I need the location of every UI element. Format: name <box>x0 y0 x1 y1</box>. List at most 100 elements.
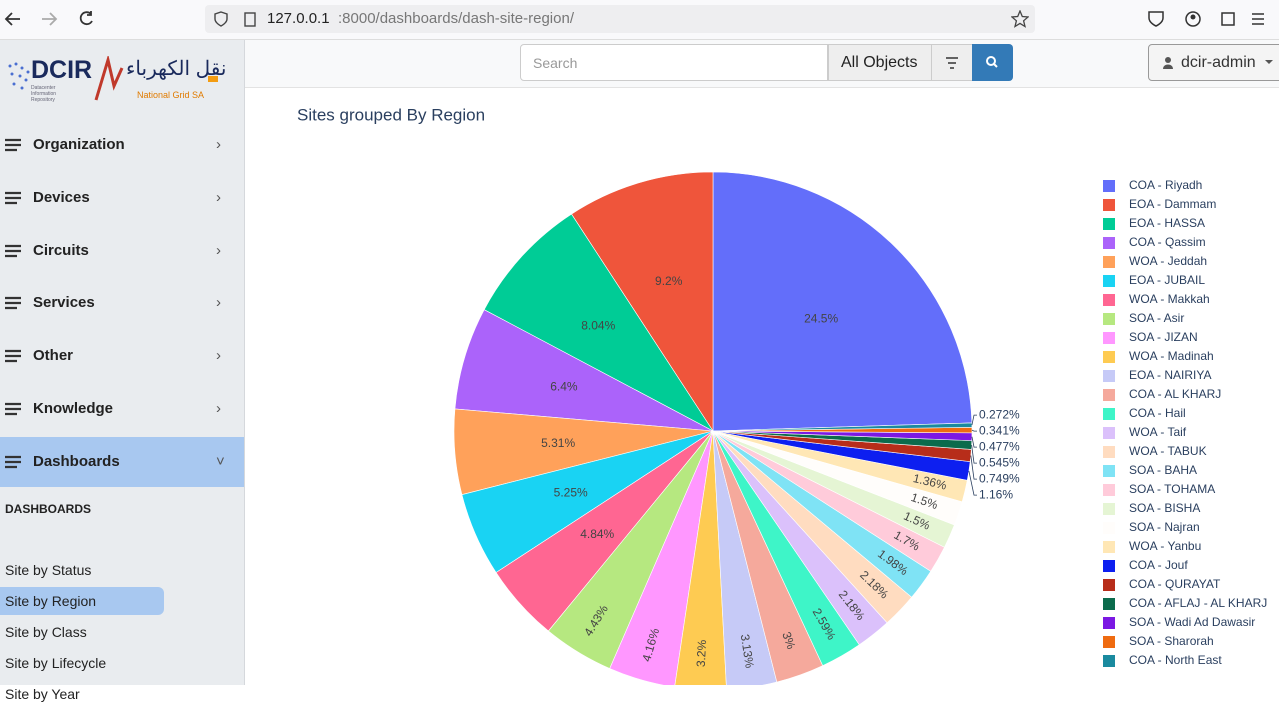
reload-button[interactable] <box>79 11 93 26</box>
nav-item[interactable]: Knowledge › <box>0 384 244 434</box>
legend-swatch <box>1103 503 1115 515</box>
legend-swatch <box>1103 655 1115 667</box>
flag <box>208 76 218 82</box>
dashboard-link[interactable]: Site by Lifecycle <box>5 655 107 671</box>
legend-label: SOA - BAHA <box>1129 463 1197 477</box>
slice-label: 4.84% <box>580 527 614 541</box>
nav-item[interactable]: Services › <box>0 278 244 328</box>
slice-label: 0.341% <box>979 423 1020 437</box>
browser-toolbar: 127.0.0.1:8000/dashboards/dash-site-regi… <box>0 0 1279 40</box>
section-heading: DASHBOARDS <box>5 502 92 516</box>
label-leader <box>971 429 977 432</box>
label-leader <box>968 470 977 496</box>
url-icons <box>214 11 256 27</box>
nav-label: Organization <box>33 136 125 153</box>
legend-label: WOA - TABUK <box>1129 444 1207 458</box>
nav-item[interactable]: Dashboards ˅ <box>0 436 244 487</box>
legend-swatch <box>1103 636 1115 648</box>
nav-buttons <box>4 11 93 26</box>
search-input[interactable]: Search <box>520 44 828 81</box>
legend-label: EOA - NAIRIYA <box>1129 368 1211 382</box>
legend-label: SOA - Najran <box>1129 520 1200 534</box>
nav-icon <box>5 350 21 363</box>
nav-item[interactable]: Other › <box>0 331 244 381</box>
logo-text: DCIR <box>31 56 93 84</box>
nav-label: Other <box>33 347 74 365</box>
legend-swatch <box>1103 598 1115 610</box>
label-leader <box>971 414 977 426</box>
legend-label: WOA - Madinah <box>1129 349 1214 363</box>
nav-icon <box>5 191 21 204</box>
legend-label: EOA - Dammam <box>1129 197 1216 211</box>
brand-mark <box>94 56 124 101</box>
slice-label: 6.4% <box>550 379 578 393</box>
legend-label: SOA - JIZAN <box>1129 330 1198 344</box>
url-path: :8000/dashboards/dash-site-region/ <box>338 10 574 27</box>
dashboard-link[interactable]: Site by Class <box>5 624 87 640</box>
nav-item[interactable]: Organization › <box>0 120 244 170</box>
slice-label: 5.25% <box>554 486 588 500</box>
forward-button[interactable] <box>42 12 58 26</box>
legend-swatch <box>1103 446 1115 458</box>
user-name: dcir-admin <box>1181 54 1256 71</box>
label-leader <box>971 436 977 448</box>
nav-chevron: › <box>216 347 221 365</box>
nav-item[interactable]: Circuits › <box>0 226 244 276</box>
nav-item[interactable]: Devices › <box>0 173 244 223</box>
nav-icon <box>5 402 21 416</box>
search-button[interactable] <box>972 44 1013 81</box>
legend-swatch <box>1103 370 1115 382</box>
nav-label: Knowledge <box>33 400 114 417</box>
legend-label: EOA - HASSA <box>1129 216 1205 230</box>
nav-label: Circuits <box>33 241 89 259</box>
slice-label: 3% <box>779 630 798 651</box>
nav-chevron: › <box>216 400 221 417</box>
legend-label: COA - AFLAJ - AL KHARJ <box>1129 596 1267 610</box>
url-bar[interactable]: 127.0.0.1:8000/dashboards/dash-site-regi… <box>205 5 1035 33</box>
legend-label: COA - Qassim <box>1129 235 1206 249</box>
pie-slice <box>571 171 714 433</box>
dashboard-link[interactable]: Site by Year <box>5 686 80 702</box>
scope-select[interactable]: All Objects <box>828 44 932 81</box>
slice-label: 0.272% <box>979 407 1020 421</box>
legend-swatch <box>1103 389 1115 401</box>
legend-swatch <box>1103 199 1115 211</box>
nav-chevron: › <box>216 241 221 259</box>
chart-title: Sites grouped By Region <box>297 105 485 124</box>
nav-chevron: › <box>216 188 221 206</box>
legend-label: COA - Riyadh <box>1129 178 1202 192</box>
browser-tools <box>1148 11 1264 27</box>
nav-chevron: › <box>216 136 221 153</box>
dashboard-link[interactable]: Site by Region <box>0 587 164 615</box>
slice-label: 3.2% <box>694 639 709 667</box>
legend-label: EOA - JUBAIL <box>1129 273 1205 287</box>
legend-swatch <box>1103 427 1115 439</box>
legend-swatch <box>1103 218 1115 230</box>
header: Search All Objects dcir-admin <box>245 40 1279 88</box>
dashboard-link[interactable]: Site by Status <box>5 562 92 578</box>
legend-label: SOA - BISHA <box>1129 501 1200 515</box>
filter-button[interactable] <box>932 44 973 81</box>
nav-label: Dashboards <box>33 452 120 470</box>
nav-icon <box>5 138 21 152</box>
legend-label: COA - Hail <box>1129 406 1186 420</box>
pie-slice <box>483 213 714 432</box>
user-menu[interactable]: dcir-admin <box>1148 44 1279 81</box>
legend-label: SOA - Wadi Ad Dawasir <box>1129 615 1255 629</box>
bookmark-star[interactable] <box>1011 10 1029 28</box>
legend-label: WOA - Jeddah <box>1129 254 1207 268</box>
back-button[interactable] <box>4 12 20 26</box>
legend-swatch <box>1103 560 1115 572</box>
pie-slice <box>712 171 973 432</box>
brand-latin: National Grid SA <box>137 90 205 100</box>
legend-label: SOA - TOHAMA <box>1129 482 1215 496</box>
nav-icon <box>5 455 21 468</box>
nav-chevron: ˅ <box>216 452 225 470</box>
user-icon <box>1163 57 1173 69</box>
legend-swatch <box>1103 180 1115 192</box>
slice-label: 0.545% <box>979 455 1020 469</box>
legend-label: COA - QURAYAT <box>1129 577 1221 591</box>
pie-chart: Sites grouped By Region 24.5% 9.2% 8.04% 6.… <box>297 105 1267 685</box>
legend-swatch <box>1103 579 1115 591</box>
